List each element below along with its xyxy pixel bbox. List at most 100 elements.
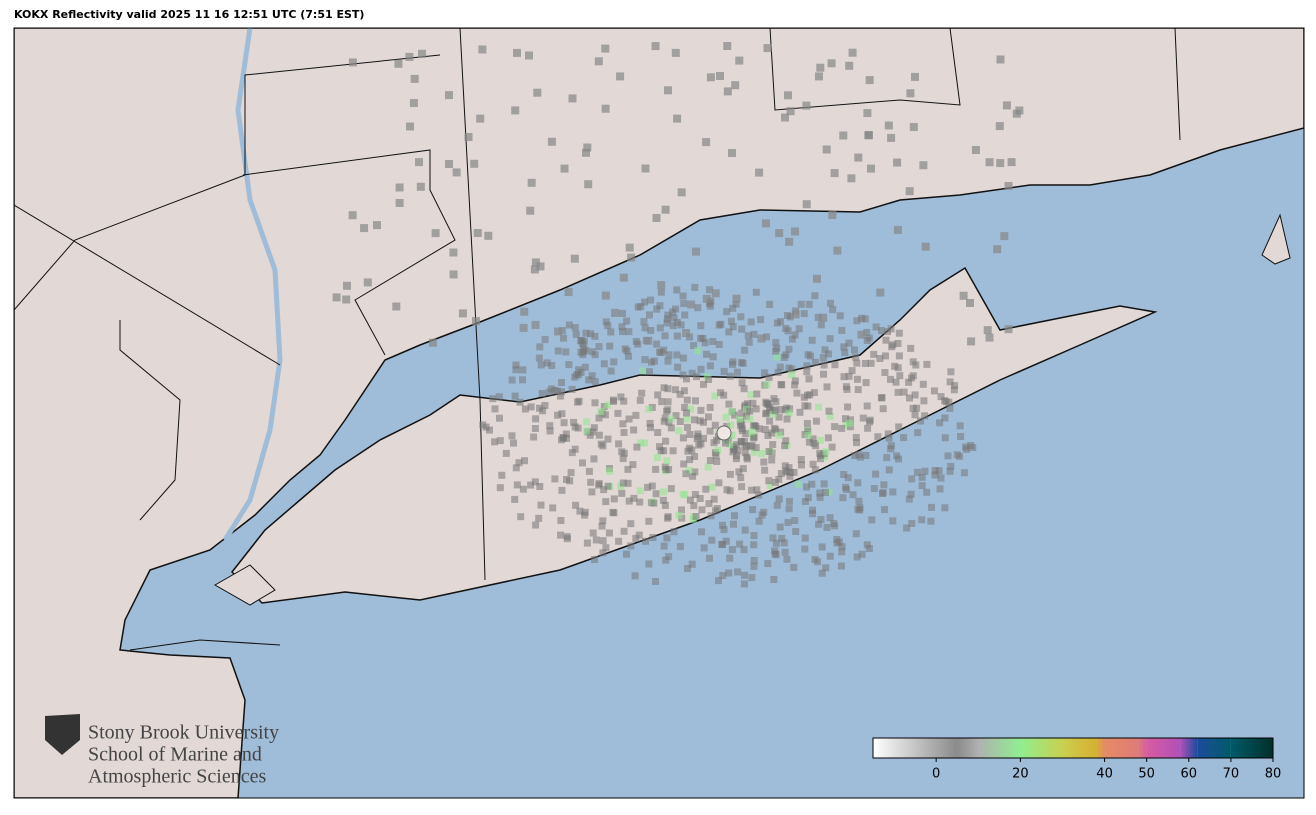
echo [690, 342, 698, 349]
echo [851, 346, 858, 354]
colorbar-segment [1062, 738, 1097, 758]
echo [783, 415, 791, 423]
echo [554, 411, 562, 419]
echo [709, 338, 717, 345]
echo [1004, 182, 1013, 190]
echo [822, 145, 831, 154]
echo [679, 434, 687, 442]
echo [845, 339, 853, 347]
echo [941, 397, 949, 405]
echo [731, 411, 739, 419]
echo [783, 404, 791, 412]
echo [409, 99, 418, 108]
echo [625, 243, 634, 252]
echo [665, 553, 673, 561]
echo [748, 486, 756, 494]
echo [917, 417, 924, 425]
echo [753, 486, 761, 494]
echo [882, 352, 889, 360]
echo [654, 429, 662, 436]
echo [805, 300, 813, 308]
echo [845, 61, 854, 70]
echo [870, 485, 878, 492]
echo [704, 463, 712, 471]
echo [530, 265, 539, 274]
echo [895, 423, 903, 431]
echo [848, 48, 857, 57]
echo [983, 326, 992, 335]
echo [531, 258, 540, 267]
echo [769, 441, 777, 448]
echo [567, 469, 575, 477]
echo [723, 42, 732, 50]
echo [691, 453, 699, 460]
echo [342, 295, 351, 304]
echo [808, 336, 816, 344]
echo [815, 520, 823, 528]
echo [737, 313, 745, 321]
echo [564, 288, 573, 297]
echo [828, 211, 837, 219]
echo [653, 305, 661, 313]
echo [811, 466, 819, 474]
echo [921, 412, 929, 420]
echo [695, 441, 703, 449]
echo [894, 340, 902, 347]
echo [1004, 325, 1013, 334]
echo [739, 465, 747, 473]
echo [478, 45, 487, 54]
echo [854, 153, 863, 162]
echo [1007, 158, 1016, 167]
echo [684, 565, 691, 572]
echo [852, 530, 860, 538]
echo [620, 429, 628, 436]
echo [581, 511, 588, 519]
echo [610, 397, 617, 405]
echo [821, 346, 829, 354]
echo [912, 361, 920, 369]
echo [844, 403, 852, 411]
echo [410, 74, 419, 83]
echo [476, 114, 485, 123]
echo [950, 386, 958, 394]
echo [602, 544, 610, 552]
echo [517, 513, 525, 521]
echo [802, 200, 811, 209]
echo [752, 288, 760, 296]
echo [841, 349, 849, 357]
echo [348, 58, 357, 67]
echo [831, 423, 839, 431]
echo [662, 437, 670, 445]
echo [710, 495, 718, 503]
echo [363, 278, 372, 287]
echo [845, 372, 853, 380]
echo [914, 468, 921, 476]
echo [892, 378, 900, 386]
echo [797, 456, 805, 463]
echo [395, 199, 404, 207]
echo [743, 453, 751, 461]
echo [583, 143, 592, 152]
echo [876, 355, 884, 362]
echo [862, 379, 870, 387]
echo [635, 531, 643, 539]
echo [895, 329, 903, 337]
echo [715, 577, 722, 585]
echo [683, 415, 691, 423]
echo [856, 453, 864, 461]
echo [883, 454, 891, 462]
echo [646, 311, 653, 319]
echo [660, 346, 668, 354]
echo [882, 336, 890, 344]
echo [930, 387, 938, 395]
echo [546, 427, 554, 435]
echo [923, 360, 931, 368]
echo [878, 327, 885, 334]
echo [887, 133, 896, 142]
echo [729, 304, 737, 312]
echo [738, 379, 746, 387]
echo [785, 464, 793, 472]
echo [737, 421, 744, 429]
echo [805, 438, 813, 446]
echo [816, 436, 824, 444]
